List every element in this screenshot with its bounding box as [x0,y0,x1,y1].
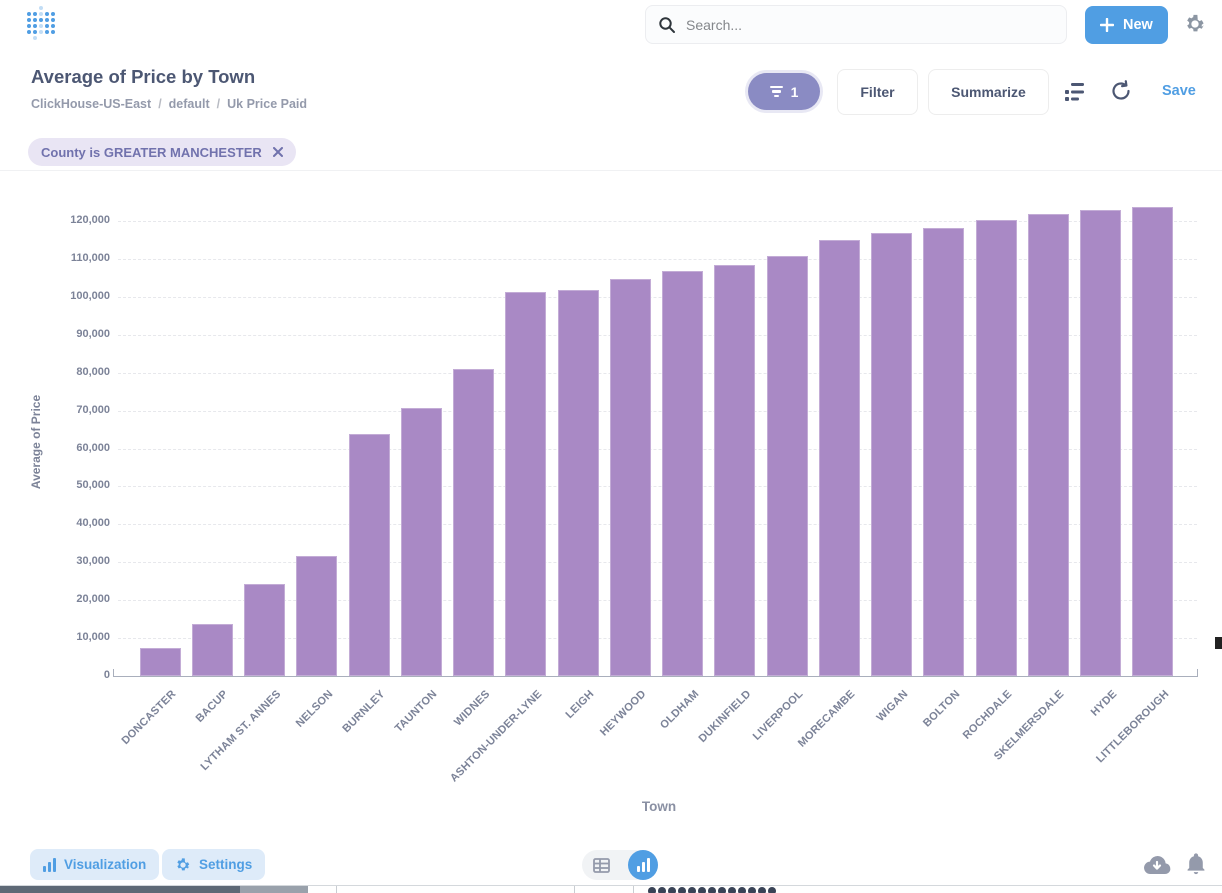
settings-label: Settings [199,857,253,872]
bar-chart-icon [43,857,56,872]
close-icon[interactable] [272,147,283,157]
x-axis-right-tick [1197,669,1198,677]
download-icon[interactable] [1143,853,1171,877]
scroll-indicator [1215,637,1222,649]
bar-bacup[interactable] [191,624,233,676]
table-preview-strip [0,885,1222,893]
breadcrumb: ClickHouse-US-East / default / Uk Price Paid [31,97,308,111]
settings-button[interactable]: Settings [162,849,266,880]
gridline [118,524,1197,526]
bar-bolton[interactable] [923,228,965,676]
filter-button[interactable]: Filter [837,69,918,115]
y-axis-tick-label: 30,000 [76,555,110,568]
bar-ashton-under-lyne[interactable] [505,292,547,676]
new-button[interactable]: New [1085,6,1168,44]
gridline [118,410,1197,412]
filter-count: 1 [790,83,799,100]
bar-littleborough[interactable] [1132,207,1174,676]
x-axis-line [113,676,1198,677]
x-axis-title: Town [641,799,677,814]
search-input[interactable] [686,16,1054,33]
y-axis-tick-label: 0 [103,669,110,681]
y-axis-tick-label: 10,000 [76,631,110,644]
bar-hyde[interactable] [1080,210,1121,676]
search-bar[interactable] [645,5,1067,44]
metabase-logo-icon[interactable] [27,6,57,42]
gridline [118,372,1197,374]
bar-skelmersdale[interactable] [1027,214,1069,676]
new-button-label: New [1123,17,1153,33]
gridline [118,638,1197,640]
gridline [118,448,1197,450]
bar-widnes[interactable] [453,369,494,676]
gear-icon [177,857,190,870]
bar-doncaster[interactable] [139,648,181,676]
breadcrumb-database[interactable]: ClickHouse-US-East [31,97,152,111]
bar-dukinfield[interactable] [714,265,756,676]
gridline [118,334,1197,336]
bar-nelson[interactable] [296,556,338,676]
summarize-button[interactable]: Summarize [928,69,1049,115]
bar-morecambe[interactable] [818,240,860,676]
x-axis-left-tick [113,669,114,677]
gridline [118,600,1197,602]
gridline [118,296,1197,298]
gear-icon[interactable] [1184,13,1206,35]
save-button[interactable]: Save [1162,83,1196,99]
bar-liverpool[interactable] [766,256,808,676]
y-axis-tick-label: 100,000 [70,289,110,302]
bar-oldham[interactable] [662,271,703,676]
table-cell-fragment [0,886,240,893]
table-chart-toggle [582,850,658,880]
page-title: Average of Price by Town [31,66,256,87]
gridline [118,221,1197,222]
filter-chip-label: County is GREATER MANCHESTER [41,144,262,160]
y-axis-tick-label: 50,000 [76,479,110,492]
bar-lytham-st-annes[interactable] [244,584,285,676]
bar-wigan[interactable] [871,233,912,676]
bar-burnley[interactable] [348,434,390,676]
visualization-button[interactable]: Visualization [30,849,160,880]
y-axis-tick-label: 70,000 [76,403,110,416]
bar-chart: Average of Price Town 0 10,000 20,000 30,00… [0,171,1222,838]
y-axis-tick-label: 60,000 [76,441,110,454]
filter-chip[interactable]: County is GREATER MANCHESTER [28,138,296,166]
bell-icon[interactable] [1185,852,1207,876]
table-text-fragment [648,887,776,893]
chart-view-icon[interactable] [628,850,658,880]
bar-heywood[interactable] [609,279,651,676]
breadcrumb-schema[interactable]: default [168,97,210,111]
funnel-icon [769,85,783,98]
y-axis-tick-label: 80,000 [76,365,110,378]
bar-leigh[interactable] [557,290,599,676]
visualization-label: Visualization [64,857,147,872]
plus-icon [1100,18,1114,32]
filter-count-pill[interactable]: 1 [748,73,820,110]
gridline [118,562,1197,564]
table-view-icon[interactable] [593,857,610,873]
y-axis-tick-label: 90,000 [76,327,110,340]
breadcrumb-table[interactable]: Uk Price Paid [227,97,308,111]
refresh-icon[interactable] [1110,80,1132,102]
y-axis-tick-label: 110,000 [70,251,110,264]
bar-rochdale[interactable] [975,220,1017,676]
gridline [118,258,1197,260]
notebook-list-icon[interactable] [1064,81,1086,103]
search-icon [659,16,675,33]
divider [0,170,1222,171]
table-cell-fragment [240,886,308,893]
bar-taunton[interactable] [400,408,442,676]
y-axis-tick-label: 20,000 [76,593,110,606]
y-axis-tick-label: 40,000 [76,517,110,530]
y-axis-tick-label: 120,000 [70,214,110,226]
gridline [118,486,1197,488]
